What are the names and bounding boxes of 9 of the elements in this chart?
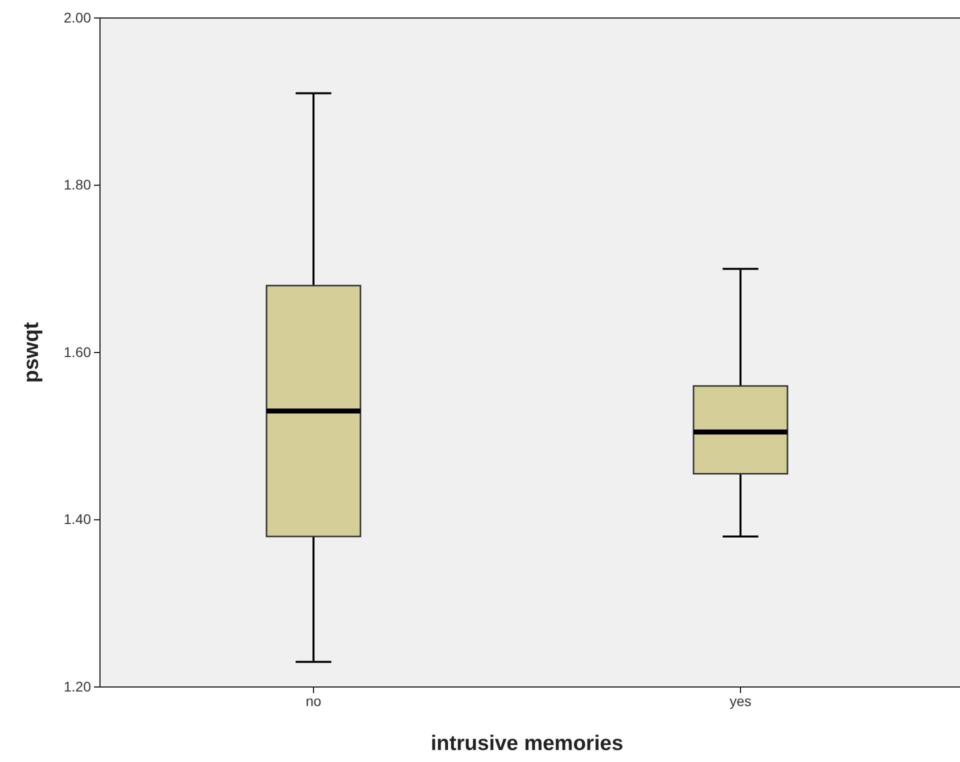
y-tick-label: 1.40 [64,511,92,528]
y-tick-label: 2.00 [64,9,92,26]
y-axis-title: pswqt [20,322,43,383]
y-tick-label: 1.60 [64,344,92,360]
y-tick-label: 1.20 [64,678,92,694]
x-tick-label: no [306,692,322,709]
y-tick-label: 1.80 [64,176,92,193]
x-axis-title: intrusive memories [430,732,624,755]
x-tick-label: yes [730,692,752,709]
